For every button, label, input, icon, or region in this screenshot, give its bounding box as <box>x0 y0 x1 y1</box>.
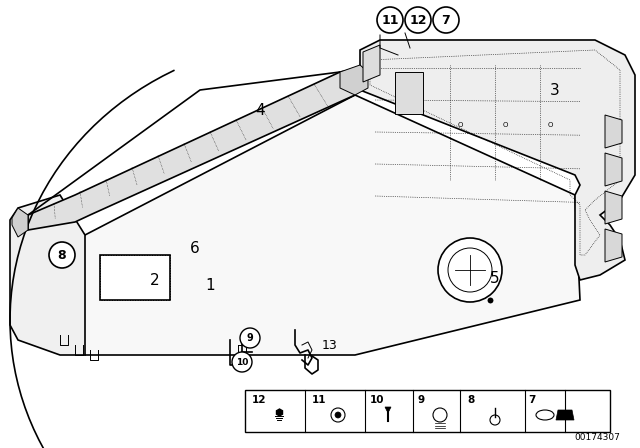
Text: 12: 12 <box>252 395 266 405</box>
Text: 6: 6 <box>190 241 200 255</box>
Polygon shape <box>605 191 622 224</box>
Circle shape <box>433 7 459 33</box>
Text: O: O <box>458 122 463 128</box>
Text: 9: 9 <box>246 333 253 343</box>
Polygon shape <box>605 153 622 186</box>
Text: 7: 7 <box>442 13 451 26</box>
Text: 4: 4 <box>255 103 265 117</box>
Bar <box>245 390 610 432</box>
Text: O: O <box>547 122 553 128</box>
Text: 9: 9 <box>417 395 424 405</box>
Circle shape <box>438 238 502 302</box>
Text: 8: 8 <box>58 249 67 262</box>
Bar <box>100 255 170 300</box>
Text: 11: 11 <box>312 395 326 405</box>
Polygon shape <box>605 229 622 262</box>
Text: 5: 5 <box>490 271 500 285</box>
Polygon shape <box>556 410 574 420</box>
Polygon shape <box>360 40 635 280</box>
Polygon shape <box>363 45 380 82</box>
Text: 10: 10 <box>236 358 248 366</box>
Circle shape <box>240 328 260 348</box>
Polygon shape <box>10 195 85 355</box>
Polygon shape <box>385 407 391 411</box>
Text: 7: 7 <box>528 395 536 405</box>
Bar <box>395 72 423 114</box>
Circle shape <box>377 7 403 33</box>
Circle shape <box>49 242 75 268</box>
Text: 13: 13 <box>322 339 338 352</box>
Polygon shape <box>60 95 580 355</box>
Text: 8: 8 <box>467 395 474 405</box>
Bar <box>100 255 170 300</box>
Polygon shape <box>340 65 368 95</box>
Text: 10: 10 <box>370 395 385 405</box>
Text: 11: 11 <box>381 13 399 26</box>
Polygon shape <box>12 208 28 237</box>
Circle shape <box>232 352 252 372</box>
Text: 12: 12 <box>409 13 427 26</box>
Text: 3: 3 <box>550 82 560 98</box>
Polygon shape <box>605 115 622 148</box>
Polygon shape <box>28 72 355 230</box>
Text: 2: 2 <box>150 272 160 288</box>
Text: O: O <box>502 122 508 128</box>
Circle shape <box>335 412 341 418</box>
Circle shape <box>405 7 431 33</box>
Text: 00174307: 00174307 <box>574 433 620 442</box>
Text: 1: 1 <box>205 277 215 293</box>
